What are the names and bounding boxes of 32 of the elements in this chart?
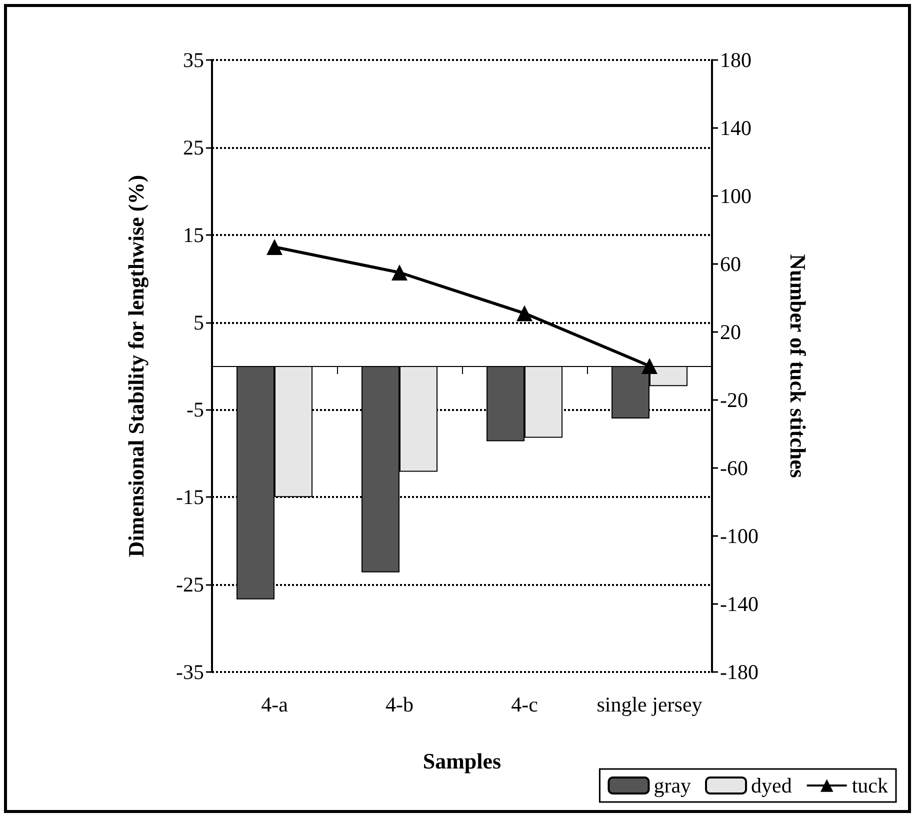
y-tick-label: 35 [183,48,204,72]
legend-label: dyed [751,774,792,798]
x-tick-label: single jersey [596,692,703,716]
legend-label: tuck [852,774,888,798]
y2-tick-label: 100 [720,184,752,208]
y2-tick-label: -60 [720,456,748,480]
y2-tick-label: -140 [720,592,758,616]
legend-label: gray [654,774,692,798]
y-tick-label: -15 [176,485,204,510]
y2-tick-label: -180 [720,660,758,684]
y-tick-label: -5 [186,398,204,422]
y2-tick-label: -100 [720,524,758,548]
y2-tick-label: 180 [720,48,752,72]
point [266,239,282,255]
point [392,264,408,280]
point [642,358,658,374]
y2-tick-label: -20 [720,388,748,412]
y-tick-label: 5 [194,310,204,334]
y2-tick-label: 60 [720,252,741,276]
y-tick-label: 15 [183,222,204,247]
y-tick-label: -35 [176,660,204,684]
x-tick-label: 4-a [261,692,289,716]
x-tick-label: 4-b [386,692,414,716]
y-tick-label: -25 [176,572,204,597]
x-tick-label: 4-c [511,692,538,716]
y2-tick-label: 140 [720,116,752,140]
y2-axis-title: Number of tuck stitches [786,254,810,478]
y2-tick-label: 20 [720,320,741,344]
y-axis-title: Dimensional Stability for lengthwise (%) [124,174,148,558]
point [516,305,532,322]
x-axis-title: Samples [422,748,502,774]
y-tick-label: 25 [183,135,204,160]
